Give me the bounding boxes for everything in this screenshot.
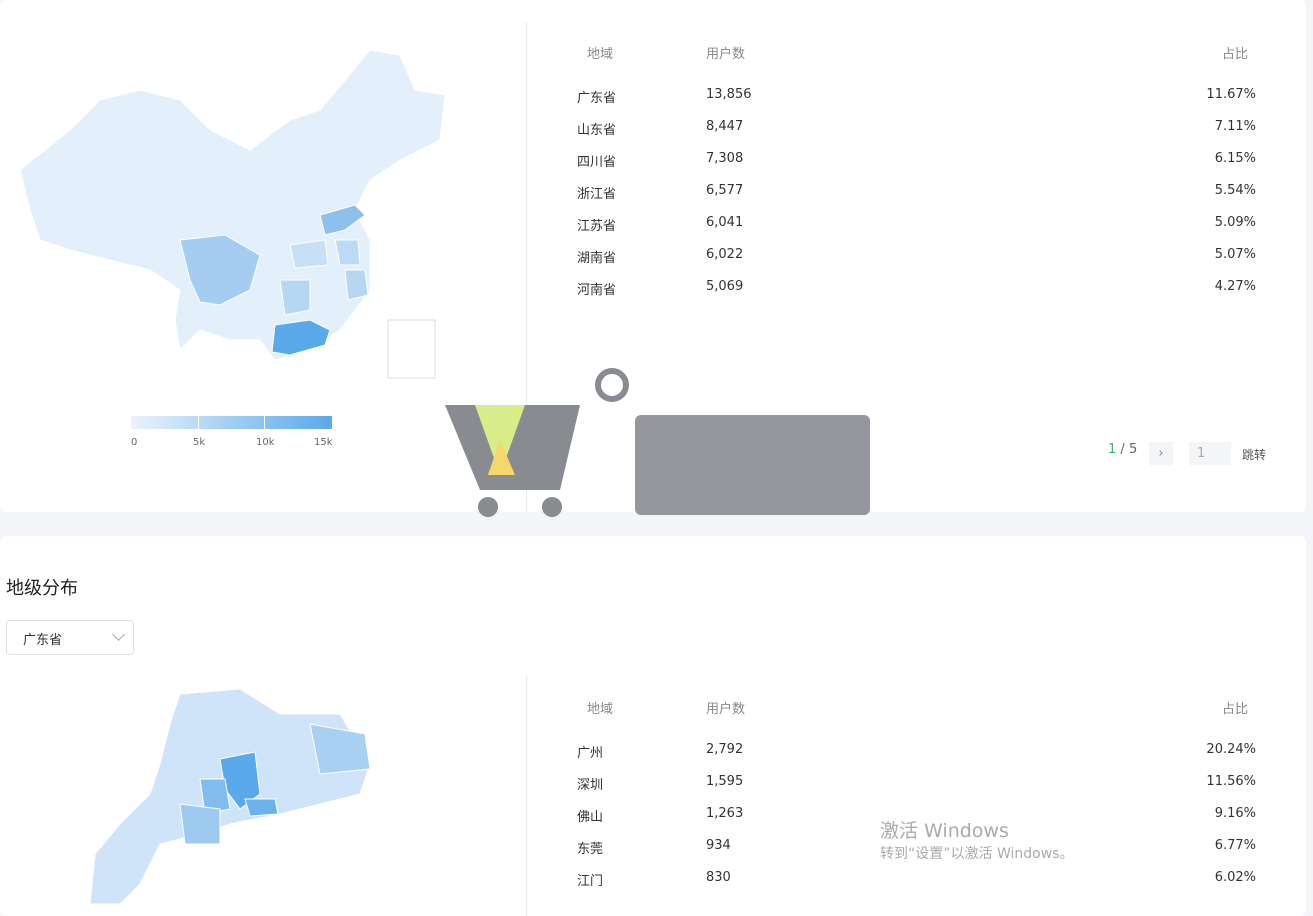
map-region-main	[19, 49, 446, 361]
legend-gradient-bar	[131, 416, 332, 429]
cell-share: 5.54%	[1214, 183, 1256, 198]
cell-share: 9.16%	[1214, 806, 1256, 821]
cell-share: 6.02%	[1214, 870, 1256, 885]
cell-region: 深圳	[577, 778, 604, 793]
map-region-jiangsu	[334, 239, 361, 266]
cell-region: 广东省	[577, 91, 617, 106]
cell-region: 东莞	[577, 842, 604, 857]
legend-label: 15k	[314, 437, 333, 448]
map-region-shenzhen	[244, 798, 279, 817]
cell-users: 1,595	[706, 774, 744, 789]
cell-share: 4.27%	[1214, 279, 1256, 294]
legend-label: 0	[131, 437, 138, 448]
cell-region: 佛山	[577, 810, 604, 825]
column-header: 地域	[587, 47, 614, 62]
cell-share: 6.15%	[1214, 151, 1256, 166]
map-region-meizhou	[309, 723, 371, 775]
column-header: 用户数	[706, 47, 746, 62]
cell-region: 河南省	[577, 283, 617, 298]
cell-region: 广州	[577, 746, 604, 761]
windows-activation-title: 激活 Windows	[880, 820, 1009, 842]
cell-share: 5.07%	[1214, 247, 1256, 262]
cell-share: 6.77%	[1214, 838, 1256, 853]
map-region-guangdong	[271, 319, 331, 356]
column-header: 用户数	[706, 702, 746, 717]
map-region-jiangmen	[179, 803, 221, 845]
divider	[526, 676, 527, 916]
map-region-henan	[289, 239, 329, 269]
cell-users: 13,856	[706, 87, 752, 102]
jump-page-input[interactable]	[1189, 442, 1231, 465]
page-indicator: 1 / 5	[1108, 442, 1137, 457]
map-region-foshan	[199, 778, 231, 815]
guangdong-map[interactable]	[80, 684, 380, 904]
cart-icon	[445, 405, 580, 490]
cell-region: 江门	[577, 874, 604, 889]
cell-region: 山东省	[577, 123, 617, 138]
cell-share: 11.56%	[1206, 774, 1256, 789]
divider	[526, 22, 527, 512]
province-select[interactable]: 广东省	[6, 620, 134, 655]
cell-users: 830	[706, 870, 731, 885]
map-region-hunan	[279, 279, 311, 316]
cell-users: 8,447	[706, 119, 744, 134]
cell-share: 5.09%	[1214, 215, 1256, 230]
column-header: 占比	[1221, 702, 1248, 717]
legend-label: 10k	[256, 437, 275, 448]
cell-users: 5,069	[706, 279, 744, 294]
cell-users: 6,577	[706, 183, 744, 198]
cell-region: 江苏省	[577, 219, 617, 234]
cell-users: 934	[706, 838, 731, 853]
cell-share: 7.11%	[1214, 119, 1256, 134]
legend-tick	[198, 416, 199, 429]
chevron-down-icon	[112, 628, 125, 641]
cell-users: 7,308	[706, 151, 744, 166]
watermark-logo	[445, 368, 870, 517]
cell-users: 2,792	[706, 742, 744, 757]
cell-region: 湖南省	[577, 251, 617, 266]
map-region-shandong	[319, 204, 366, 236]
page-separator: /	[1116, 442, 1129, 457]
china-map[interactable]	[10, 40, 460, 390]
select-value: 广东省	[23, 633, 63, 648]
south-china-sea-inset	[387, 319, 436, 379]
cell-region: 四川省	[577, 155, 617, 170]
next-page-button[interactable]: ›	[1149, 442, 1173, 465]
jump-button[interactable]: 跳转	[1242, 448, 1267, 462]
legend-label: 5k	[193, 437, 206, 448]
city-distribution-card: 地级分布 广东省 地域 用户数 占比广州 2,792 20.24% 深圳 1,595 11.5…	[0, 536, 1306, 916]
current-page: 1	[1108, 442, 1117, 457]
windows-activation-hint: 转到“设置”以激活 Windows。	[880, 846, 1074, 862]
cell-users: 6,041	[706, 215, 744, 230]
column-header: 地域	[587, 702, 614, 717]
map-region-zhejiang	[344, 269, 369, 301]
cell-share: 20.24%	[1206, 742, 1256, 757]
cell-share: 11.67%	[1206, 87, 1256, 102]
cell-users: 6,022	[706, 247, 744, 262]
total-pages: 5	[1128, 442, 1138, 457]
column-header: 占比	[1221, 47, 1248, 62]
legend-tick	[264, 416, 265, 429]
map-region-sichuan	[179, 234, 261, 306]
section-title: 地级分布	[6, 578, 78, 599]
cell-region: 浙江省	[577, 187, 617, 202]
cell-users: 1,263	[706, 806, 744, 821]
